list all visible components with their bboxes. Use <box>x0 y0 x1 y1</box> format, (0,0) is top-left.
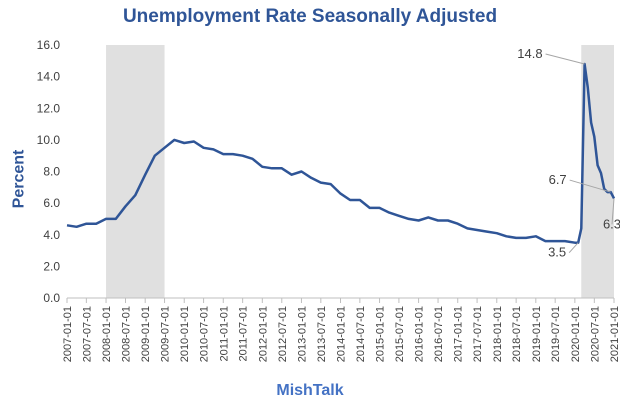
x-tick-label: 2015-07-01 <box>394 306 406 362</box>
y-tick-label: 0.0 <box>43 291 60 305</box>
x-tick-label: 2011-07-01 <box>238 306 250 361</box>
x-tick-label: 2012-07-01 <box>277 306 289 362</box>
data-label: 3.5 <box>548 245 566 260</box>
unemployment-rate-line <box>66 62 616 244</box>
x-tick-label: 2009-01-01 <box>140 306 152 362</box>
x-tick-label: 2018-01-01 <box>492 306 504 362</box>
y-tick-label: 10.0 <box>37 133 61 147</box>
chart-title: Unemployment Rate Seasonally Adjusted <box>122 6 498 27</box>
x-tick-label: 2007-07-01 <box>81 306 93 362</box>
y-tick-label: 12.0 <box>37 101 61 115</box>
x-tick-label: 2020-01-01 <box>570 306 582 362</box>
x-tick-label: 2015-01-01 <box>375 306 387 362</box>
y-tick-label: 4.0 <box>43 228 60 242</box>
x-tick-label: 2012-01-01 <box>257 306 269 362</box>
y-tick-label: 8.0 <box>43 165 60 179</box>
data-label: 14.8 <box>517 46 542 61</box>
x-tick-label: 2016-07-01 <box>433 306 445 362</box>
x-tick-label: 2014-07-01 <box>355 306 367 362</box>
x-tick-label: 2010-07-01 <box>199 306 211 362</box>
x-tick-label: 2016-01-01 <box>414 306 426 362</box>
x-tick-label: 2013-01-01 <box>296 306 308 362</box>
data-label: 6.3 <box>603 216 620 231</box>
data-label: 6.7 <box>549 172 567 187</box>
annotation-leader <box>545 53 585 65</box>
y-tick-label: 16.0 <box>37 38 61 52</box>
y-tick-label: 2.0 <box>43 259 60 273</box>
x-tick-label: 2009-07-01 <box>160 306 172 362</box>
x-axis-label: MishTalk <box>276 382 344 399</box>
annotation-leader <box>569 179 611 193</box>
x-tick-label: 2017-01-01 <box>453 306 465 362</box>
x-tick-label: 2018-07-01 <box>511 306 523 362</box>
x-tick-label: 2019-07-01 <box>550 306 562 362</box>
x-tick-label: 2014-01-01 <box>336 306 348 362</box>
x-tick-label: 2008-01-01 <box>101 306 113 362</box>
x-tick-label: 2020-07-01 <box>589 306 601 362</box>
y-tick-label: 14.0 <box>37 70 61 84</box>
x-tick-label: 2021-01-01 <box>609 306 620 362</box>
x-tick-label: 2017-07-01 <box>472 306 484 362</box>
x-tick-label: 2008-07-01 <box>121 306 133 362</box>
x-tick-label: 2011-01-01 <box>218 306 230 361</box>
x-tick-label: 2019-01-01 <box>531 306 543 362</box>
x-tick-label: 2013-07-01 <box>316 306 328 362</box>
annotation-leader <box>568 242 579 253</box>
x-tick-label: 2007-01-01 <box>62 306 74 362</box>
recession-band-1 <box>106 45 165 298</box>
annotation-leader <box>611 198 615 225</box>
y-tick-label: 6.0 <box>43 196 60 210</box>
x-tick-label: 2010-01-01 <box>179 306 191 362</box>
